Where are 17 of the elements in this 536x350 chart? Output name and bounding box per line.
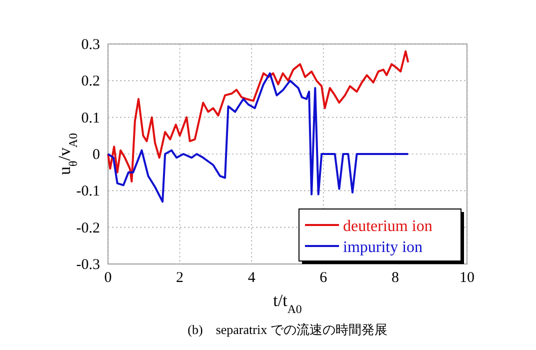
y-tick-label: 0.3 [81, 37, 100, 53]
x-tick-label: 0 [104, 270, 112, 286]
x-tick-label: 8 [391, 270, 399, 286]
y-tick-label: 0.2 [81, 74, 100, 90]
y-tick-label: -0.1 [76, 184, 100, 200]
x-tick-label: 6 [320, 270, 328, 286]
y-tick-label: -0.3 [76, 257, 100, 273]
x-tick-label: 2 [176, 270, 184, 286]
y-tick-label: -0.2 [76, 220, 100, 236]
y-tick-label: 0 [92, 147, 100, 163]
x-tick-label: 10 [460, 270, 474, 286]
y-tick-label: 0.1 [81, 110, 100, 126]
text: (b) separatrix での流速の時間発展 [188, 322, 388, 337]
x-tick-label: 4 [248, 270, 256, 286]
legend-label: deuterium ion [343, 218, 432, 235]
legend-label: impurity ion [343, 239, 423, 256]
x-axis-title: t/t$_{A0}$ [273, 291, 302, 316]
